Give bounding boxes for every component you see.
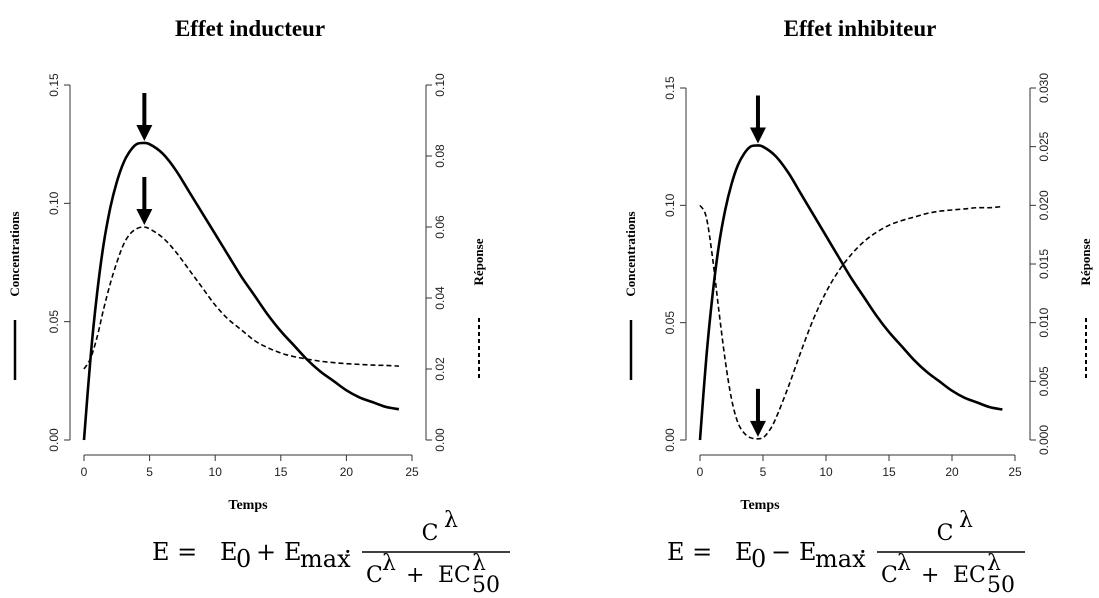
formula-den-c-sup: λ (382, 551, 396, 576)
y-right-tick-label: 0.010 (1037, 307, 1051, 337)
y-right-tick-label: 0.10 (433, 73, 447, 97)
formula-lhs: E = (667, 538, 712, 566)
y-right-tick-label: 0.020 (1037, 190, 1051, 220)
formula-dot: · (344, 538, 352, 566)
formula-den-plus: + (406, 563, 424, 588)
x-tick-label: 0 (697, 465, 704, 479)
y-right-axis-title: Réponse (1078, 238, 1093, 285)
y-left-tick-label: 0.00 (663, 428, 677, 452)
formula-den-ec-sup: λ (472, 551, 486, 576)
y-left-tick-label: 0.15 (663, 76, 677, 100)
y-right-tick-label: 0.025 (1037, 131, 1051, 161)
y-right-tick-label: 0.030 (1037, 73, 1051, 103)
x-tick-label: 10 (819, 465, 833, 479)
y-right-tick-label: 0.005 (1037, 366, 1051, 396)
y-right-tick-label: 0.00 (433, 428, 447, 452)
formula-numerator-sup: λ (444, 508, 458, 533)
series-concentration-line (698, 144, 1003, 441)
y-left-axis-title: Concentrations (7, 211, 22, 296)
peak-arrow-head (136, 124, 153, 141)
y-left-tick-label: 0.10 (663, 193, 677, 217)
y-left-tick-label: 0.00 (47, 428, 61, 452)
series-response-line (699, 204, 1003, 440)
formula-operator: − (771, 538, 791, 566)
chart-title: Effet inducteur (175, 16, 325, 41)
chart-panel-2: Effet inhibiteur 0 5 10 15 20 25 Temps 0.00 0.05 0… (623, 16, 1093, 513)
peak-arrow-head (749, 127, 766, 144)
formula-dot: · (859, 538, 867, 566)
x-tick-label: 20 (340, 465, 354, 479)
x-tick-label: 15 (274, 465, 288, 479)
formula-emax: E (284, 538, 302, 566)
formula-den-ec-sup: λ (987, 551, 1001, 576)
formula-e0: E (220, 538, 238, 566)
x-tick-label: 0 (81, 465, 88, 479)
series-concentration-line (82, 141, 400, 441)
x-tick-label: 10 (209, 465, 223, 479)
formula-lhs: E = (152, 538, 197, 566)
y-right-tick-label: 0.06 (433, 215, 447, 239)
y-left-axis-title: Concentrations (623, 211, 638, 296)
chart-title: Effet inhibiteur (784, 16, 937, 41)
formula-numerator: C (422, 521, 439, 546)
formula-e0-sub: 0 (236, 545, 251, 573)
y-left-tick-label: 0.10 (47, 191, 61, 215)
formula-emax: E (799, 538, 817, 566)
formula-den-ec: EC (953, 563, 986, 588)
series-response-line (83, 226, 399, 370)
peak-arrow-head (136, 209, 153, 225)
x-tick-label: 5 (146, 465, 153, 479)
formula-emax-sub: max (815, 545, 866, 573)
formula-numerator-sup: λ (959, 508, 973, 533)
formula-den-ec: EC (438, 563, 471, 588)
formula-e0: E (735, 538, 753, 566)
y-right-axis-title: Réponse (471, 238, 486, 285)
formula-den-plus: + (921, 563, 939, 588)
formula-den-ec-sub: 50 (987, 573, 1015, 598)
y-left-tick-label: 0.05 (663, 311, 677, 335)
x-axis-title: Temps (740, 498, 780, 513)
y-left-tick-label: 0.15 (47, 73, 61, 97)
formula-numerator: C (937, 521, 954, 546)
y-right-tick-label: 0.02 (433, 357, 447, 381)
x-tick-label: 25 (1008, 465, 1022, 479)
y-right-tick-label: 0.08 (433, 144, 447, 168)
x-tick-label: 25 (405, 465, 419, 479)
formula-emax-sub: max (300, 545, 351, 573)
x-tick-label: 15 (882, 465, 896, 479)
formula-e0-sub: 0 (751, 545, 766, 573)
y-right-tick-label: 0.015 (1037, 249, 1051, 279)
x-axis-title: Temps (228, 498, 268, 513)
chart-panel-1: Effet inducteur 0 5 10 15 20 25 Temps 0.00 0.05 0.… (7, 16, 486, 513)
x-tick-label: 5 (760, 465, 767, 479)
formula-den-c-sup: λ (897, 551, 911, 576)
y-right-tick-label: 0.000 (1037, 425, 1051, 455)
formula-operator: + (256, 538, 276, 566)
y-right-tick-label: 0.04 (433, 286, 447, 310)
formula-den-c: C (366, 563, 383, 588)
formula-den-c: C (881, 563, 898, 588)
peak-arrow-head (749, 420, 766, 437)
formula-den-ec-sub: 50 (472, 573, 500, 598)
y-left-tick-label: 0.05 (47, 310, 61, 334)
x-tick-label: 20 (945, 465, 959, 479)
